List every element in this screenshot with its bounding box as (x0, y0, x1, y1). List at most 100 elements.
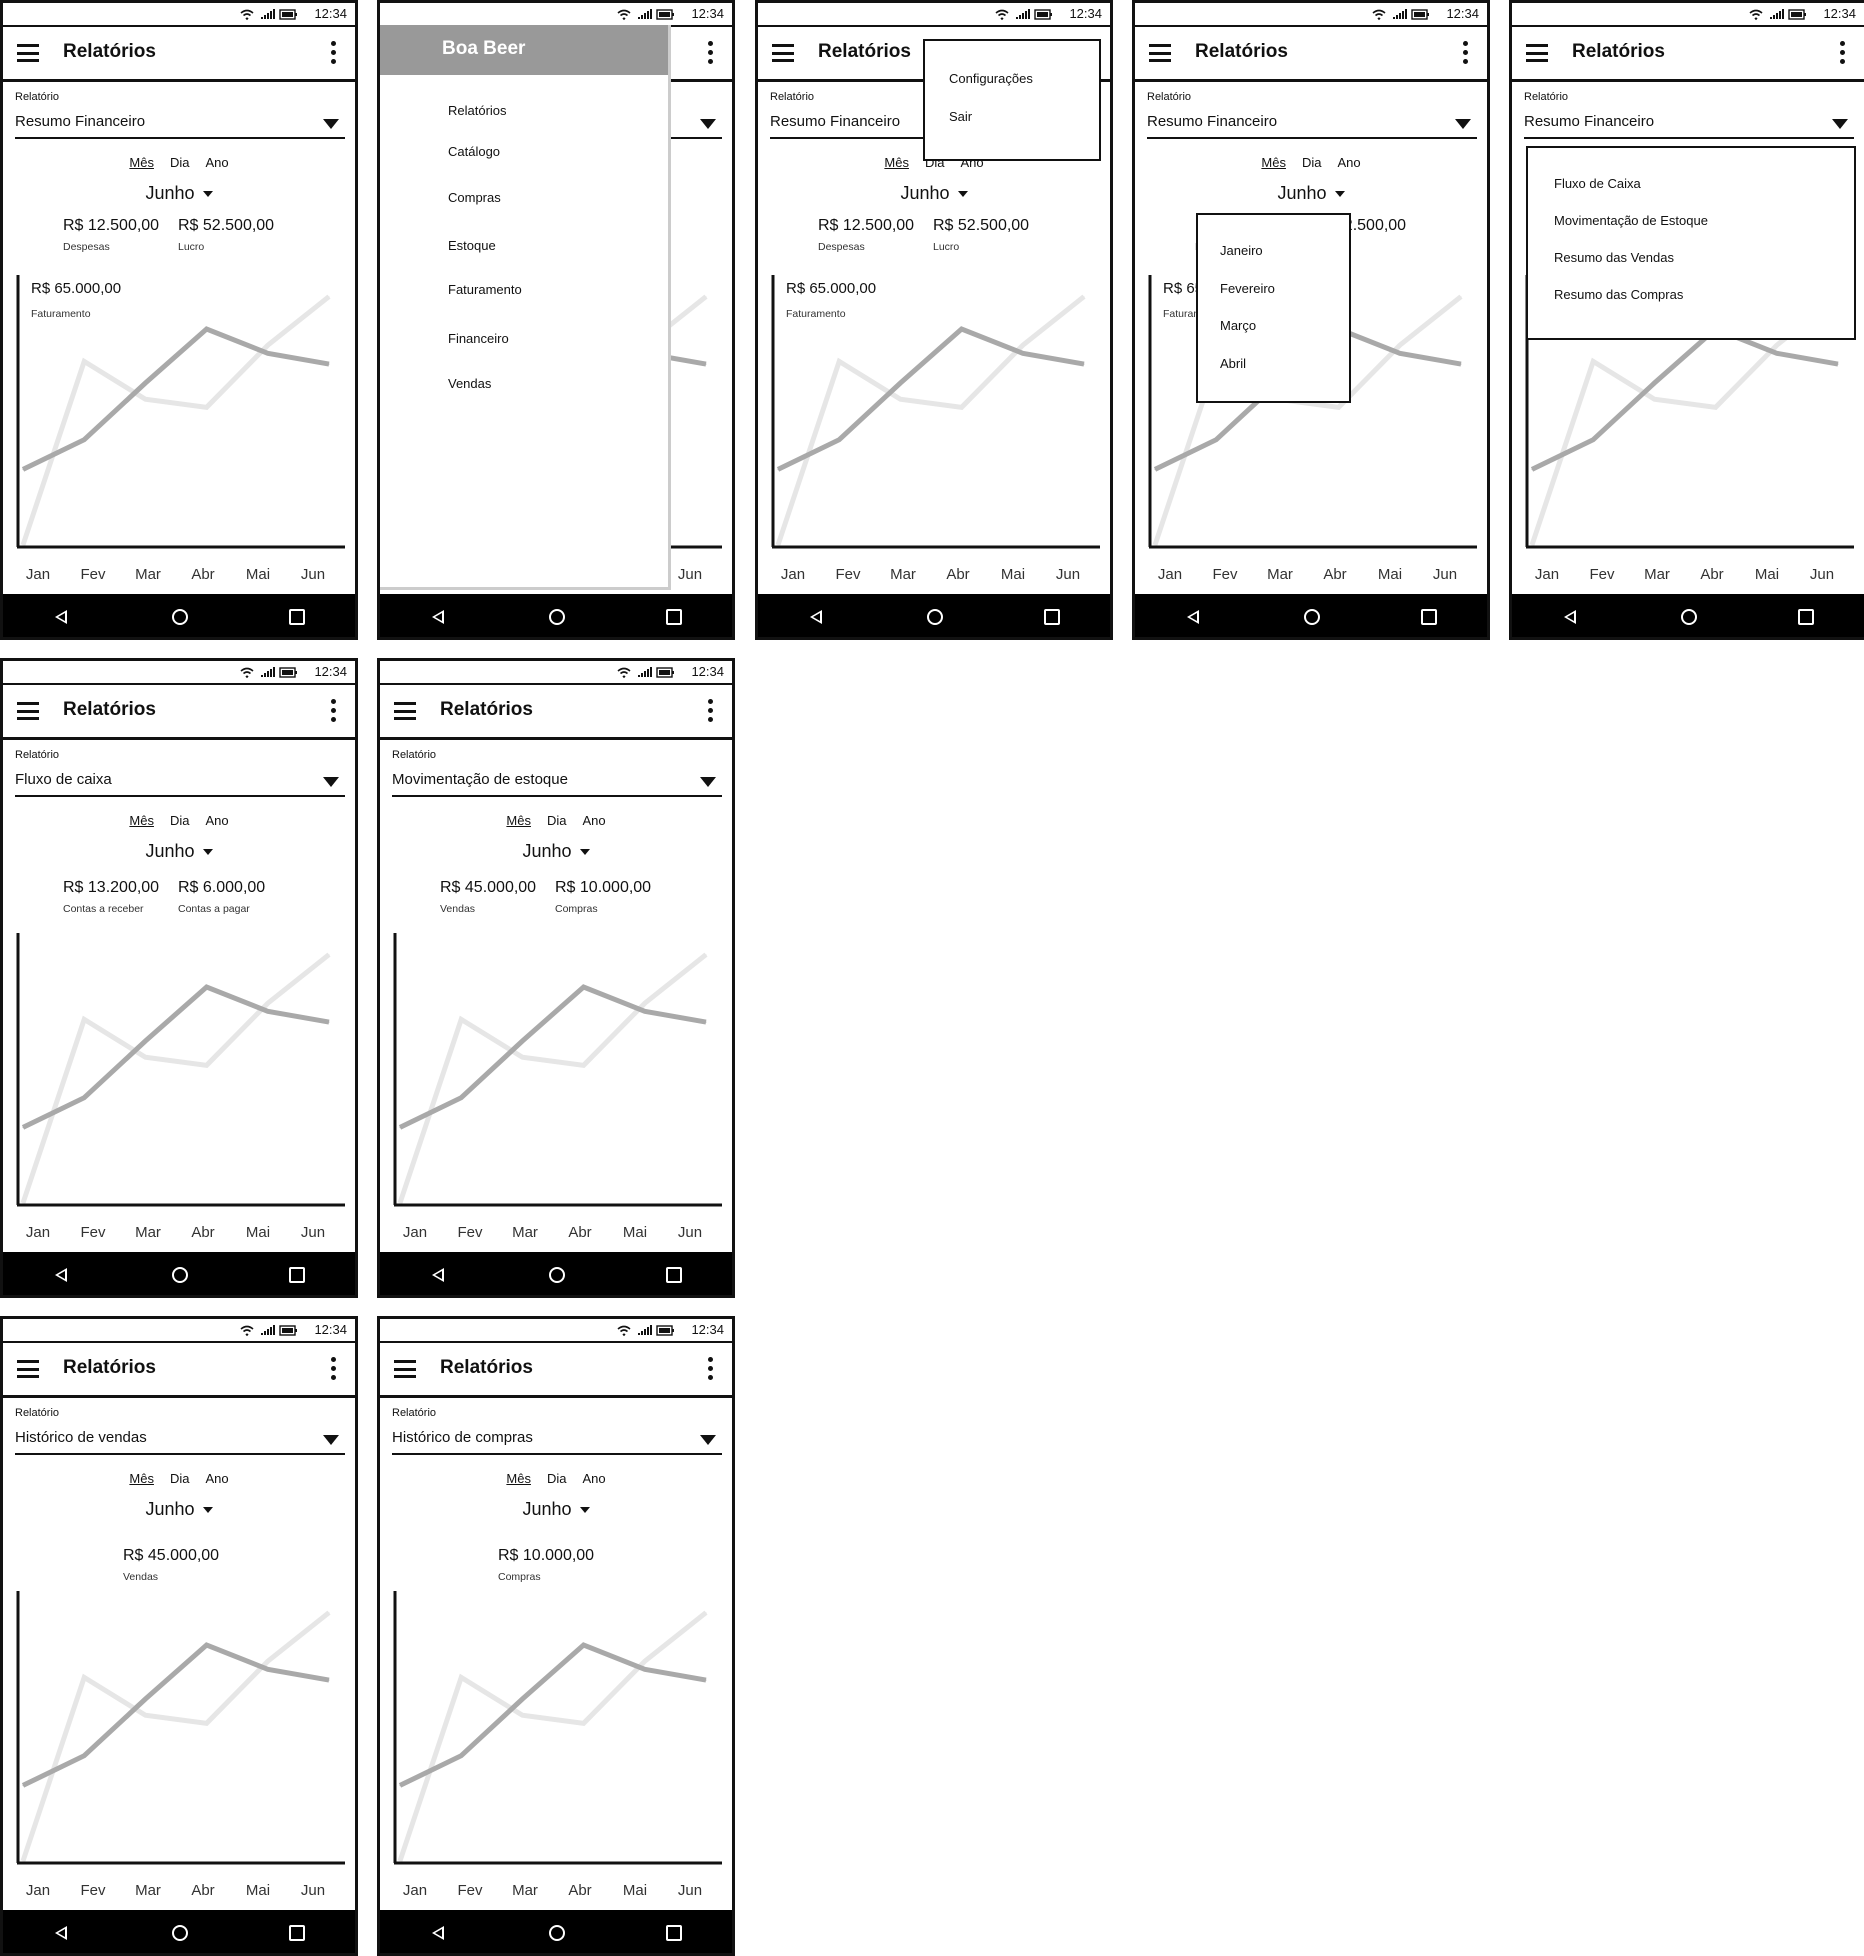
hamburger-menu-icon[interactable] (1526, 44, 1548, 62)
period-tab-2[interactable]: Ano (582, 1471, 606, 1486)
period-tab-2[interactable]: Ano (582, 813, 606, 828)
hamburger-menu-icon[interactable] (772, 44, 794, 62)
period-tab-0[interactable]: Mês (129, 1471, 154, 1486)
home-icon[interactable] (549, 1925, 565, 1941)
period-tab-0[interactable]: Mês (884, 155, 909, 170)
period-tab-1[interactable]: Dia (169, 155, 190, 170)
month-option-2[interactable]: Março (1220, 318, 1257, 333)
month-picker[interactable]: Junho (1135, 183, 1487, 204)
hamburger-menu-icon[interactable] (394, 702, 416, 720)
period-tab-0[interactable]: Mês (506, 1471, 531, 1486)
back-icon[interactable] (432, 1268, 444, 1282)
recent-apps-icon[interactable] (1044, 609, 1060, 625)
drawer-item-4[interactable]: Faturamento (448, 282, 522, 297)
drawer-item-6[interactable]: Vendas (448, 376, 492, 391)
report-select[interactable]: Movimentação de estoque (392, 771, 722, 797)
recent-apps-icon[interactable] (289, 1267, 305, 1283)
report-select[interactable]: Resumo Financeiro (1524, 113, 1854, 139)
home-icon[interactable] (927, 609, 943, 625)
more-vert-icon[interactable] (1840, 41, 1846, 68)
report-select[interactable]: Histórico de vendas (15, 1429, 345, 1455)
hamburger-menu-icon[interactable] (394, 1360, 416, 1378)
home-icon[interactable] (549, 1267, 565, 1283)
hamburger-menu-icon[interactable] (17, 44, 39, 62)
more-vert-icon[interactable] (331, 1357, 337, 1384)
period-tab-0[interactable]: Mês (129, 813, 154, 828)
report-option-1[interactable]: Movimentação de Estoque (1554, 213, 1708, 228)
home-icon[interactable] (172, 1267, 188, 1283)
back-icon[interactable] (432, 1926, 444, 1940)
report-option-3[interactable]: Resumo das Compras (1554, 287, 1684, 302)
back-icon[interactable] (1187, 610, 1199, 624)
report-select[interactable]: Resumo Financeiro (15, 113, 345, 139)
overflow-menu-item-1[interactable]: Sair (949, 109, 973, 124)
month-picker[interactable]: Junho (3, 1499, 355, 1520)
x-tick-label: Jan (26, 566, 50, 583)
month-picker[interactable]: Junho (758, 183, 1110, 204)
home-icon[interactable] (172, 609, 188, 625)
period-tab-1[interactable]: Dia (1301, 155, 1322, 170)
back-icon[interactable] (1564, 610, 1576, 624)
period-tab-1[interactable]: Dia (169, 813, 190, 828)
report-option-0[interactable]: Fluxo de Caixa (1554, 176, 1641, 191)
more-vert-icon[interactable] (331, 41, 337, 68)
month-picker[interactable]: Junho (3, 841, 355, 862)
period-tab-1[interactable]: Dia (546, 1471, 567, 1486)
period-tab-2[interactable]: Ano (1337, 155, 1361, 170)
month-option-1[interactable]: Fevereiro (1220, 280, 1275, 296)
period-tab-1[interactable]: Dia (169, 1471, 190, 1486)
more-vert-icon[interactable] (708, 699, 714, 726)
drawer-item-2[interactable]: Compras (448, 190, 501, 205)
more-vert-icon[interactable] (708, 1357, 714, 1384)
recent-apps-icon[interactable] (666, 1925, 682, 1941)
report-select[interactable]: Resumo Financeiro (1147, 113, 1477, 139)
report-select[interactable]: Histórico de compras (392, 1429, 722, 1455)
report-select[interactable]: Fluxo de caixa (15, 771, 345, 797)
period-tab-0[interactable]: Mês (506, 813, 531, 828)
back-icon[interactable] (55, 1268, 67, 1282)
recent-apps-icon[interactable] (289, 1925, 305, 1941)
month-picker[interactable]: Junho (380, 841, 732, 862)
drawer-item-0[interactable]: Relatórios (448, 103, 507, 118)
back-icon[interactable] (810, 610, 822, 624)
month-picker[interactable]: Junho (3, 183, 355, 204)
hamburger-menu-icon[interactable] (17, 1360, 39, 1378)
back-icon[interactable] (432, 610, 444, 624)
recent-apps-icon[interactable] (666, 1267, 682, 1283)
month-option-3[interactable]: Abril (1220, 355, 1247, 371)
home-icon[interactable] (549, 609, 565, 625)
hamburger-menu-icon[interactable] (17, 702, 39, 720)
series-0-point-1 (460, 1097, 462, 1099)
home-icon[interactable] (1304, 609, 1320, 625)
back-icon[interactable] (55, 1926, 67, 1940)
more-vert-icon[interactable] (331, 699, 337, 726)
more-vert-icon[interactable] (708, 41, 714, 68)
recent-apps-icon[interactable] (1798, 609, 1814, 625)
home-icon[interactable] (172, 1925, 188, 1941)
period-tab-2[interactable]: Ano (205, 155, 229, 170)
period-tab-2[interactable]: Ano (205, 813, 229, 828)
period-tab-0[interactable]: Mês (1261, 155, 1286, 170)
phone-screen-9: 12:34 Relatórios Relatório Histórico de com… (377, 1316, 735, 1956)
recent-apps-icon[interactable] (1421, 609, 1437, 625)
hamburger-menu-icon[interactable] (1149, 44, 1171, 62)
report-option-2[interactable]: Resumo das Vendas (1554, 250, 1674, 265)
series-line-1 (775, 294, 1086, 546)
back-icon[interactable] (55, 610, 67, 624)
period-tab-0[interactable]: Mês (129, 155, 154, 170)
recent-apps-icon[interactable] (289, 609, 305, 625)
overflow-menu-item-0[interactable]: Configurações (949, 71, 1033, 86)
recent-apps-icon[interactable] (666, 609, 682, 625)
drawer-item-3[interactable]: Estoque (448, 238, 496, 253)
series-1-point-5 (705, 1612, 707, 1614)
month-picker[interactable]: Junho (380, 1499, 732, 1520)
drawer-item-1[interactable]: Catálogo (448, 144, 501, 159)
signal-battery-icon (617, 667, 674, 679)
period-tab-2[interactable]: Ano (205, 1471, 229, 1486)
drawer-item-5[interactable]: Financeiro (448, 331, 509, 346)
home-icon[interactable] (1681, 609, 1697, 625)
period-tab-1[interactable]: Dia (546, 813, 567, 828)
series-1-point-1 (83, 1676, 85, 1678)
month-option-0[interactable]: Janeiro (1220, 243, 1263, 258)
more-vert-icon[interactable] (1463, 41, 1469, 68)
